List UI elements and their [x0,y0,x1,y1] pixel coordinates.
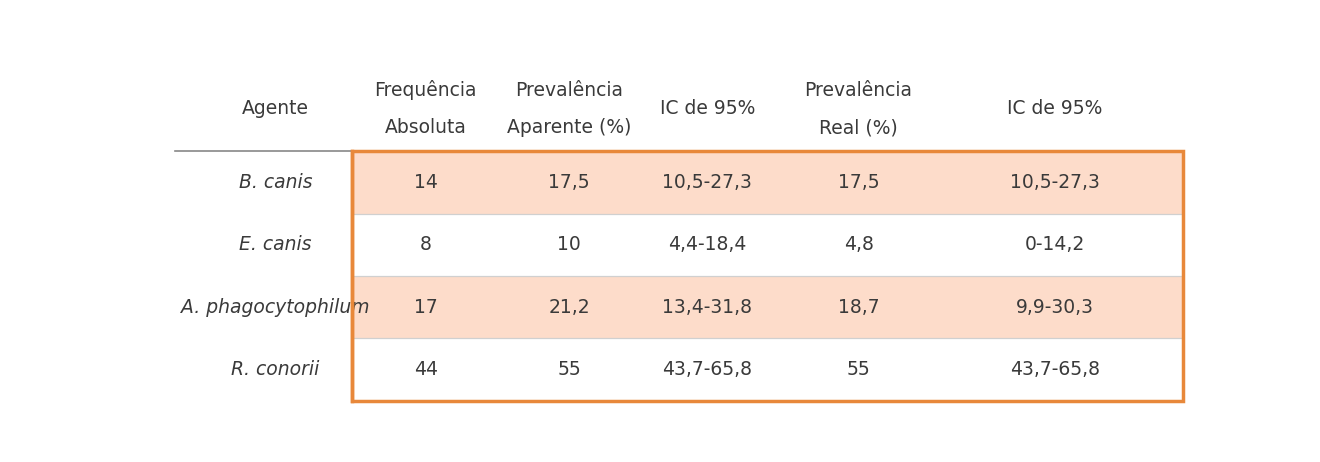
Text: 10,5-27,3: 10,5-27,3 [1010,173,1100,192]
Text: 55: 55 [846,360,870,379]
Text: Prevalência: Prevalência [515,80,623,99]
Text: 10,5-27,3: 10,5-27,3 [663,173,752,192]
Text: 8: 8 [420,235,432,255]
Text: 17: 17 [414,298,438,316]
Bar [352,276,1183,338]
Text: 43,7-65,8: 43,7-65,8 [1010,360,1100,379]
Text: 0-14,2: 0-14,2 [1024,235,1085,255]
Bar [352,152,1183,401]
Text: 43,7-65,8: 43,7-65,8 [663,360,752,379]
Text: 21,2: 21,2 [548,298,590,316]
Text: A. phagocytophilum: A. phagocytophilum [181,298,370,316]
Text: 9,9-30,3: 9,9-30,3 [1016,298,1094,316]
Text: 10: 10 [557,235,581,255]
Text: 17,5: 17,5 [548,173,590,192]
Text: R. conorii: R. conorii [231,360,319,379]
Text: IC de 95%: IC de 95% [660,99,755,118]
Text: 4,8: 4,8 [843,235,874,255]
Text: 13,4-31,8: 13,4-31,8 [663,298,752,316]
Text: 44: 44 [414,360,438,379]
Text: Absoluta: Absoluta [385,118,467,137]
Text: Agente: Agente [242,99,309,118]
Text: E. canis: E. canis [239,235,312,255]
Text: 55: 55 [557,360,581,379]
Text: 4,4-18,4: 4,4-18,4 [668,235,746,255]
Text: Aparente (%): Aparente (%) [507,118,631,137]
Text: 14: 14 [414,173,438,192]
Text: Frequência: Frequência [375,80,477,100]
Text: Prevalência: Prevalência [805,80,912,99]
Text: 17,5: 17,5 [838,173,879,192]
Bar [352,152,1183,214]
Text: IC de 95%: IC de 95% [1007,99,1102,118]
Text: Real (%): Real (%) [820,118,898,137]
Text: 18,7: 18,7 [838,298,879,316]
Text: B. canis: B. canis [239,173,313,192]
